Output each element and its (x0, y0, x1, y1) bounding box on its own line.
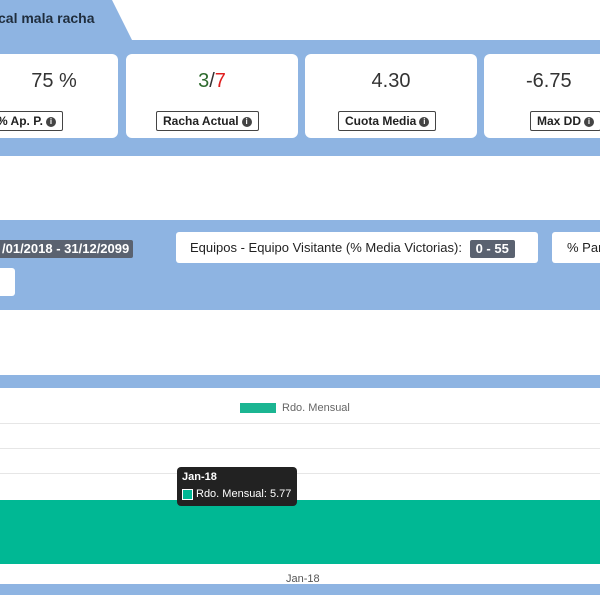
stat-avg-odds-value: 4.30 (371, 70, 411, 92)
monthly-result-chart: Rdo. Mensual Jan-18 (0, 388, 600, 585)
info-icon[interactable]: i (241, 116, 252, 127)
section-tab[interactable]: cal mala racha (0, 0, 132, 40)
stat-card-max-dd: -6.75 Max DD i (484, 54, 600, 138)
stats-panel: 75 % % Ap. P. i 3/7 Racha Actual i 4.30 Cu… (0, 40, 600, 156)
stat-accuracy-value: 75 % (31, 70, 77, 92)
x-tick-label: Jan-18 (286, 573, 320, 585)
tooltip-swatch (182, 488, 193, 500)
gridline (0, 473, 600, 474)
tooltip-row: Rdo. Mensual: 5.77 (182, 488, 291, 500)
gridline (0, 448, 600, 449)
stat-streak-label[interactable]: Racha Actual i (156, 111, 259, 131)
tooltip-title: Jan-18 (182, 471, 217, 483)
partial-filter-label: % Par (567, 240, 600, 255)
equipos-filter[interactable]: Equipos - Equipo Visitante (% Media Vict… (176, 232, 538, 263)
chart-panel: Rdo. Mensual Jan-18 (0, 375, 600, 595)
stat-max-dd-label[interactable]: Max DD i (530, 111, 600, 131)
chart-legend[interactable]: Rdo. Mensual (240, 402, 350, 414)
filter-toggle-button[interactable] (0, 268, 15, 296)
equipos-filter-chip: 0 - 55 (469, 239, 515, 258)
info-icon[interactable]: i (46, 116, 57, 127)
info-icon[interactable]: i (419, 116, 430, 127)
info-icon[interactable]: i (584, 116, 595, 127)
stat-accuracy-label[interactable]: % Ap. P. i (0, 111, 64, 131)
stat-card-avg-odds: 4.30 Cuota Media i (305, 54, 477, 138)
gridline (0, 423, 600, 424)
filters-panel: /01/2018 - 31/12/2099 Equipos - Equipo V… (0, 220, 600, 310)
date-range-chip: /01/2018 - 31/12/2099 (0, 239, 134, 258)
stat-max-dd-value: -6.75 (526, 70, 572, 92)
section-tab-label: cal mala racha (0, 10, 95, 26)
chart-tooltip: Jan-18 Rdo. Mensual: 5.77 (177, 467, 297, 506)
partial-filter[interactable]: % Par (552, 232, 600, 263)
stat-streak-value: 3/7 (198, 70, 226, 92)
legend-label: Rdo. Mensual (282, 402, 350, 414)
equipos-filter-label: Equipos - Equipo Visitante (% Media Vict… (190, 240, 462, 255)
stat-card-streak: 3/7 Racha Actual i (126, 54, 298, 138)
stat-card-accuracy: 75 % % Ap. P. i (0, 54, 118, 138)
stat-avg-odds-label[interactable]: Cuota Media i (338, 111, 437, 131)
bar-jan-18[interactable] (0, 500, 600, 564)
date-range-filter[interactable]: /01/2018 - 31/12/2099 (0, 232, 156, 263)
legend-swatch (240, 403, 276, 414)
